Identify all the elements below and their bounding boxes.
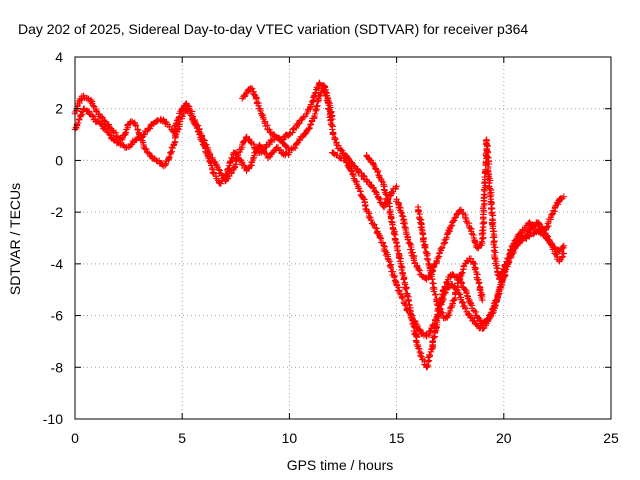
data-points-track-c bbox=[239, 79, 400, 211]
series-track-f bbox=[393, 136, 568, 283]
x-tick-label: 25 bbox=[603, 430, 619, 446]
series-track-c bbox=[239, 79, 400, 211]
data-points-track-f bbox=[393, 136, 568, 283]
x-axis-label: GPS time / hours bbox=[287, 457, 394, 473]
data-layer bbox=[71, 79, 568, 371]
y-tick-label: 0 bbox=[55, 152, 63, 168]
x-tick-label: 5 bbox=[178, 430, 186, 446]
x-tick-label: 15 bbox=[389, 430, 405, 446]
chart-title: Day 202 of 2025, Sidereal Day-to-day VTE… bbox=[18, 21, 528, 37]
y-axis-label: SDTVAR / TECUs bbox=[7, 183, 23, 295]
x-tick-label: 10 bbox=[282, 430, 298, 446]
y-tick-label: -8 bbox=[51, 359, 64, 375]
y-tick-label: 4 bbox=[55, 49, 63, 65]
series-track-g bbox=[414, 203, 486, 322]
tick-layer bbox=[74, 56, 612, 420]
y-tick-label: -10 bbox=[43, 411, 63, 427]
y-tick-label: -4 bbox=[51, 256, 64, 272]
x-tick-label: 0 bbox=[71, 430, 79, 446]
y-tick-label: 2 bbox=[55, 101, 63, 117]
plot-frame bbox=[74, 56, 612, 420]
y-tick-label: -2 bbox=[51, 204, 64, 220]
x-tick-label: 20 bbox=[496, 430, 512, 446]
y-tick-label: -6 bbox=[51, 308, 64, 324]
data-points-track-g bbox=[414, 203, 486, 322]
grid-layer bbox=[75, 57, 611, 419]
